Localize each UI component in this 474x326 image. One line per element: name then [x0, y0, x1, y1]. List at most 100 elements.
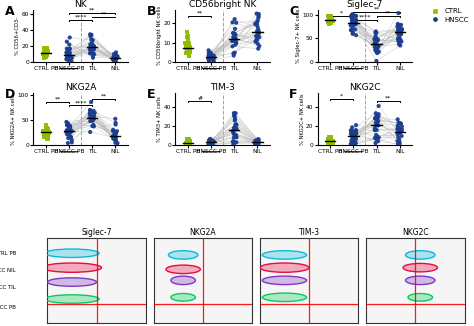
- Point: [113, 54, 120, 60]
- Point: [40, 50, 47, 55]
- Point: [112, 138, 119, 143]
- Point: [43, 51, 50, 56]
- Point: [374, 114, 382, 119]
- Point: [372, 39, 379, 44]
- Point: [89, 55, 97, 60]
- Point: [374, 43, 382, 49]
- Point: [371, 37, 378, 42]
- Point: [64, 121, 72, 126]
- Point: [231, 35, 238, 40]
- Point: [63, 128, 71, 133]
- Point: [64, 56, 71, 62]
- Point: [111, 136, 118, 141]
- Point: [254, 138, 261, 143]
- Point: [66, 123, 73, 128]
- Ellipse shape: [168, 251, 198, 259]
- Point: [91, 110, 98, 115]
- Point: [350, 20, 357, 25]
- Point: [373, 127, 381, 133]
- Point: [182, 43, 190, 48]
- Point: [252, 141, 260, 146]
- Point: [352, 13, 360, 19]
- Point: [351, 13, 358, 18]
- Point: [87, 46, 95, 51]
- Point: [253, 139, 261, 144]
- Text: *: *: [340, 94, 344, 99]
- Point: [351, 129, 359, 134]
- Point: [394, 141, 402, 147]
- Point: [186, 45, 194, 50]
- Point: [41, 134, 48, 140]
- Point: [111, 55, 118, 60]
- Point: [112, 131, 120, 136]
- Point: [396, 23, 403, 28]
- Point: [255, 138, 262, 143]
- Point: [43, 132, 50, 137]
- Point: [395, 42, 403, 47]
- Point: [210, 139, 218, 144]
- Point: [42, 132, 50, 138]
- Point: [396, 35, 403, 40]
- Point: [374, 121, 381, 126]
- Point: [67, 134, 75, 140]
- Title: NKG2A: NKG2A: [65, 83, 96, 92]
- Point: [230, 139, 237, 144]
- Point: [186, 138, 193, 143]
- Point: [44, 126, 51, 131]
- Title: TIM-3: TIM-3: [299, 228, 319, 237]
- Point: [326, 18, 333, 23]
- Point: [207, 142, 215, 148]
- Point: [67, 130, 74, 135]
- Point: [255, 43, 263, 49]
- Point: [252, 21, 259, 26]
- Point: [206, 136, 214, 141]
- Point: [231, 36, 239, 41]
- Point: [65, 52, 73, 57]
- Point: [325, 141, 332, 146]
- Point: [232, 20, 240, 25]
- Point: [349, 140, 356, 145]
- Point: [229, 38, 237, 43]
- Y-axis label: % Siglec-7+ NK cells: % Siglec-7+ NK cells: [296, 8, 301, 63]
- Point: [230, 125, 238, 130]
- Point: [232, 42, 239, 47]
- Point: [232, 122, 240, 127]
- Point: [395, 130, 403, 136]
- Text: HNSCC PB: HNSCC PB: [0, 305, 16, 310]
- Point: [373, 30, 380, 36]
- Text: **: **: [374, 7, 380, 12]
- Point: [66, 35, 73, 40]
- Point: [228, 38, 236, 44]
- Text: *: *: [340, 11, 344, 16]
- Point: [111, 55, 118, 61]
- Point: [40, 55, 48, 60]
- Point: [90, 45, 97, 51]
- Point: [232, 111, 239, 116]
- Point: [349, 30, 356, 35]
- Point: [185, 141, 193, 147]
- Point: [394, 130, 402, 135]
- Point: [184, 138, 191, 143]
- Point: [255, 28, 262, 33]
- Point: [349, 135, 357, 140]
- Point: [208, 141, 215, 146]
- Point: [86, 111, 94, 117]
- Text: ****: ****: [74, 100, 87, 105]
- Point: [90, 123, 97, 128]
- Point: [40, 130, 47, 135]
- Point: [231, 125, 238, 130]
- Point: [86, 129, 94, 135]
- Point: [40, 52, 48, 57]
- Point: [65, 128, 73, 134]
- Point: [186, 138, 193, 143]
- Point: [206, 55, 213, 60]
- Point: [90, 115, 97, 121]
- Point: [347, 27, 355, 33]
- Point: [351, 27, 359, 32]
- Point: [205, 54, 213, 60]
- Point: [394, 27, 402, 33]
- Point: [375, 49, 383, 54]
- Point: [88, 37, 95, 42]
- Point: [111, 140, 119, 145]
- Point: [254, 141, 262, 147]
